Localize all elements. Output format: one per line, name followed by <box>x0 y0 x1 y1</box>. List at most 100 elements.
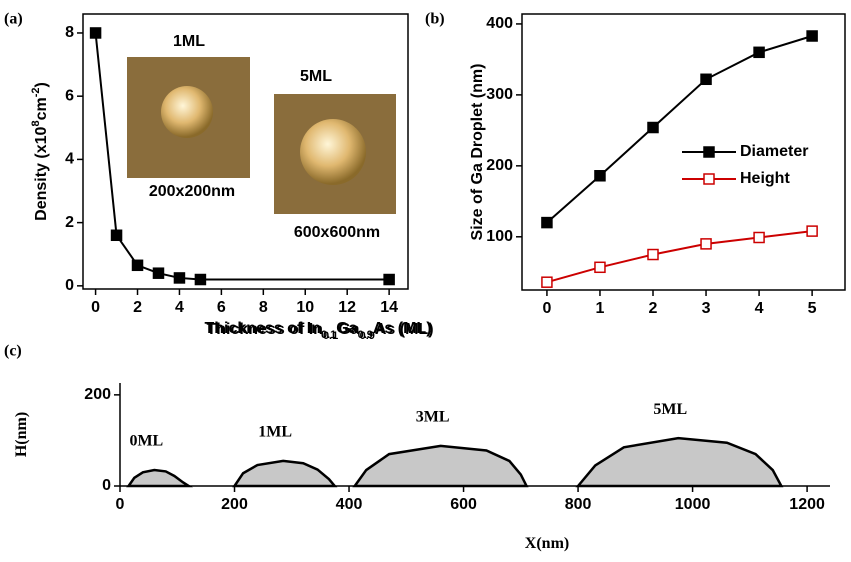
y-tick-label: 8 <box>65 24 74 41</box>
legend-label: Diameter <box>740 143 808 160</box>
y-tick-label: 0 <box>65 277 74 294</box>
marker <box>594 170 606 182</box>
x-tick-label: 400 <box>336 496 363 513</box>
y-tick-label: 2 <box>65 214 74 231</box>
profile-label: 1ML <box>258 424 292 441</box>
marker <box>131 259 144 272</box>
label-part: Size of Ga Droplet (nm) <box>469 64 486 241</box>
x-tick-label: 200 <box>221 496 248 513</box>
marker <box>806 30 818 42</box>
label-part: 8 <box>30 120 42 126</box>
marker <box>594 261 606 274</box>
panel-label: (c) <box>4 343 22 360</box>
profile-label: 5ML <box>653 401 687 418</box>
x-tick-label: 1 <box>596 300 605 317</box>
marker <box>173 272 186 284</box>
x-tick-label: 10 <box>296 299 314 316</box>
y-tick-label: 200 <box>84 386 111 403</box>
axis-label: Thickness of In0.1Ga0.9As (ML) <box>206 321 433 342</box>
label-part: cm <box>33 97 50 120</box>
x-tick-label: 8 <box>259 299 268 316</box>
label-part: As (ML) <box>375 321 434 338</box>
label-part: X(nm) <box>525 535 569 552</box>
afm-droplet <box>161 86 213 138</box>
profile <box>352 444 529 488</box>
x-tick-label: 0 <box>91 299 100 316</box>
y-tick-label: 400 <box>486 15 513 32</box>
axis-label: X(nm) <box>525 535 569 552</box>
marker <box>89 27 102 39</box>
plot-frame <box>521 13 846 291</box>
marker <box>647 121 659 134</box>
x-tick-label: 0 <box>542 300 551 317</box>
x-tick-label: 6 <box>217 299 226 316</box>
label-part: 0.1 <box>323 330 338 342</box>
profile <box>575 436 784 488</box>
inset-caption: 600x600nm <box>294 224 380 241</box>
label-part: 0.9 <box>360 330 375 342</box>
inset-2: 5ML 600x600nm <box>274 68 396 241</box>
marker <box>753 231 765 244</box>
panel-label: (b) <box>425 11 445 28</box>
x-tick-label: 800 <box>565 496 592 513</box>
y-tick-label: 100 <box>486 228 513 245</box>
x-tick-label: 4 <box>175 299 184 316</box>
x-tick-label: 4 <box>755 300 764 317</box>
marker <box>541 276 553 288</box>
legend-label: Height <box>740 170 790 187</box>
y-tick-label: 0 <box>102 477 111 494</box>
inset-title: 1ML <box>173 33 205 50</box>
label-part: Ga <box>338 321 359 338</box>
label-part: Density (x10 <box>33 126 50 220</box>
axis-label: Density (x108cm-2) <box>30 82 50 221</box>
marker <box>806 225 818 237</box>
inset-title: 5ML <box>300 68 332 85</box>
plot-frame <box>82 13 409 290</box>
profile-label: 3ML <box>416 409 450 426</box>
label-part: As (ML) <box>373 320 432 337</box>
legend-marker <box>703 146 715 158</box>
x-tick-label: 12 <box>338 299 356 316</box>
marker <box>700 73 712 86</box>
axis-label: Thickness of In0.1Ga0.9As (ML) <box>204 320 431 341</box>
x-tick-label: 5 <box>808 300 817 317</box>
x-tick-label: 3 <box>702 300 711 317</box>
axis-label: Size of Ga Droplet (nm) <box>469 64 486 241</box>
label-part: H(nm) <box>13 412 30 457</box>
line <box>546 35 813 224</box>
x-tick-label: 1000 <box>675 496 711 513</box>
panel-label: (a) <box>4 11 23 28</box>
label-part: -2 <box>30 88 42 98</box>
marker <box>541 216 553 229</box>
line <box>546 230 813 284</box>
afm-droplet <box>300 119 366 185</box>
label-part: ) <box>33 82 50 87</box>
label-part: Ga <box>336 320 357 337</box>
y-tick-label: 200 <box>486 157 513 174</box>
x-tick-label: 600 <box>450 496 477 513</box>
x-tick-label: 0 <box>116 496 125 513</box>
label-part: 0.9 <box>358 329 373 341</box>
marker <box>110 229 123 242</box>
marker <box>700 238 712 250</box>
legend-marker <box>703 173 715 185</box>
inset-caption: 200x200nm <box>149 183 235 200</box>
marker <box>152 267 165 279</box>
profile <box>232 459 338 488</box>
marker <box>647 248 659 261</box>
x-tick-label: 14 <box>380 299 398 316</box>
marker <box>383 273 395 286</box>
y-tick-label: 4 <box>65 151 74 168</box>
y-tick-label: 300 <box>486 86 513 103</box>
label-part: Thickness of In <box>206 321 322 338</box>
inset-1: 1ML 200x200nm <box>127 33 250 200</box>
label-part: 0.1 <box>321 329 336 341</box>
marker <box>753 46 765 59</box>
marker <box>194 273 207 286</box>
y-tick-label: 6 <box>65 87 74 104</box>
profile <box>126 468 194 488</box>
x-tick-label: 2 <box>133 299 142 316</box>
axis-label: H(nm) <box>13 412 30 457</box>
x-tick-label: 2 <box>649 300 658 317</box>
